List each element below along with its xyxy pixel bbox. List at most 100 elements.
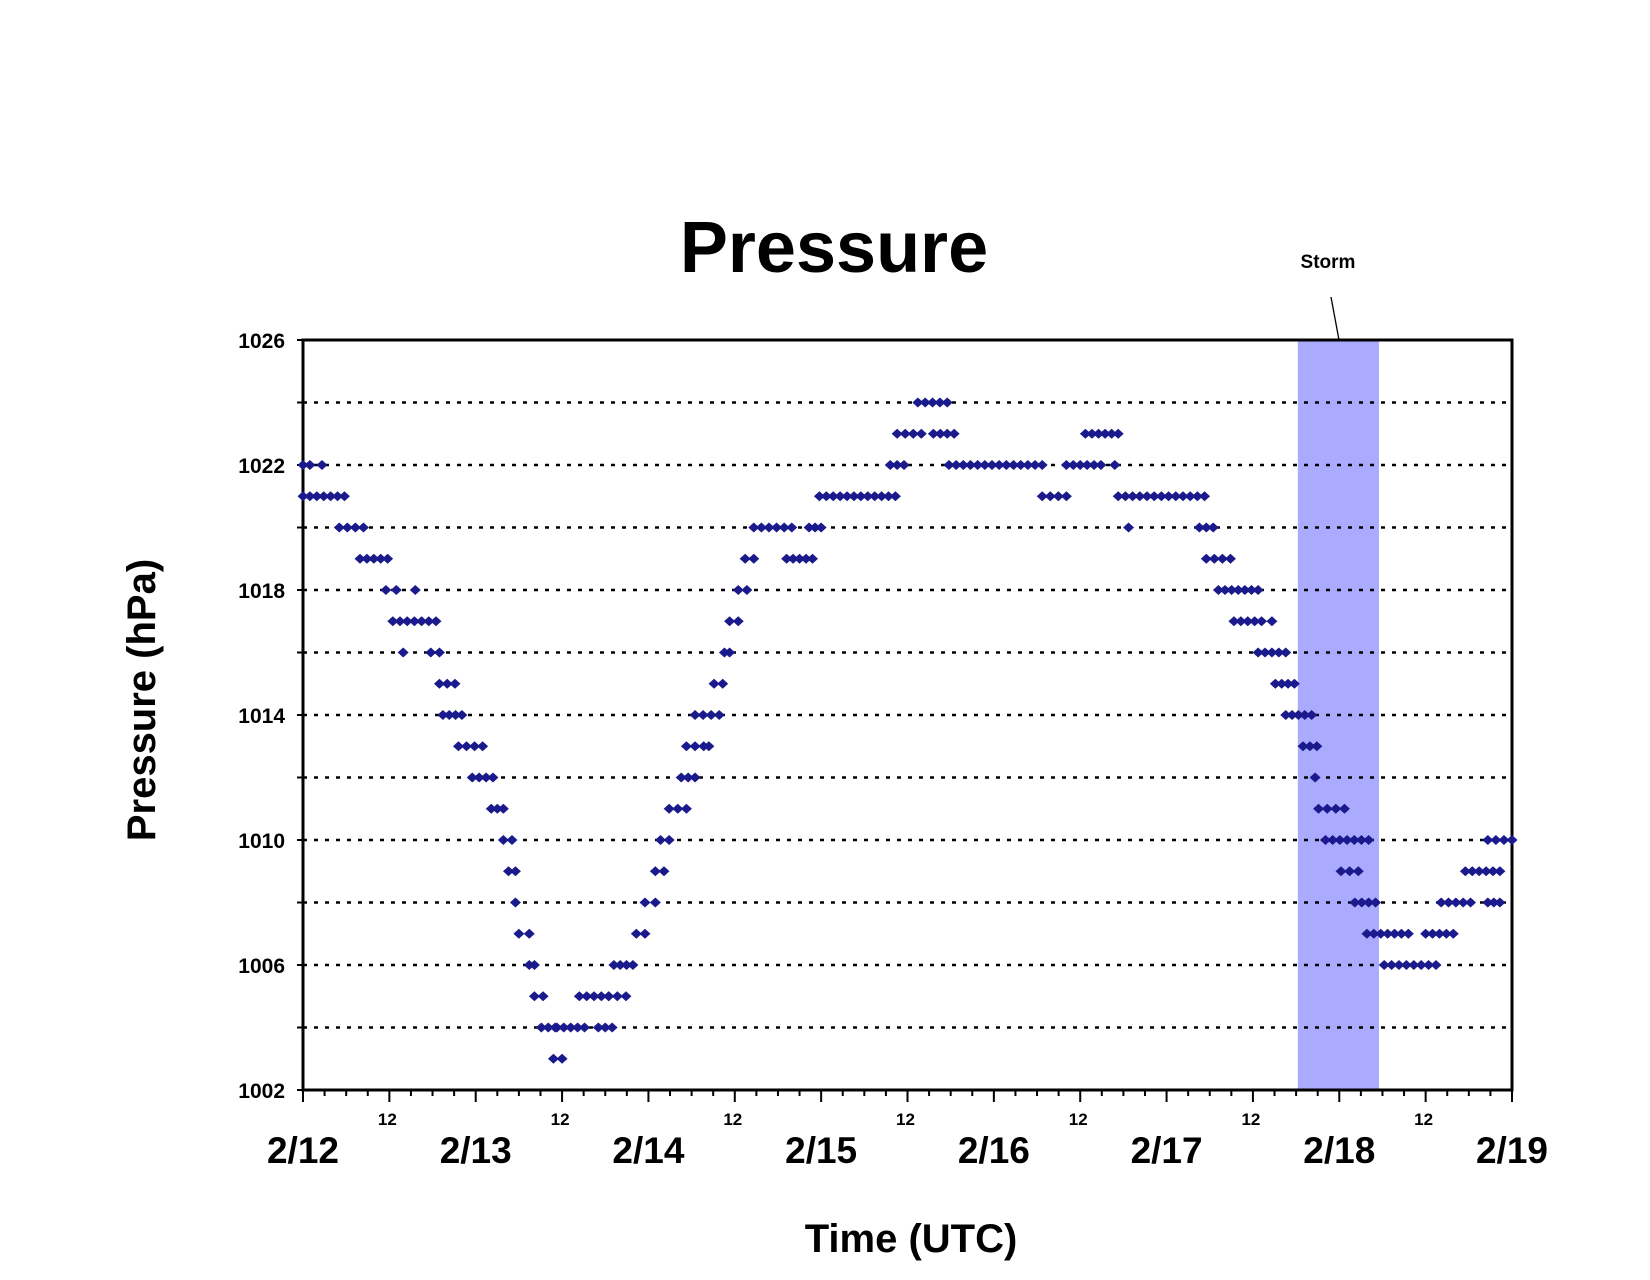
data-point xyxy=(1008,460,1020,470)
data-point xyxy=(1335,866,1347,877)
data-point xyxy=(1148,491,1160,502)
data-point xyxy=(430,616,442,627)
data-point xyxy=(1239,585,1251,595)
data-point xyxy=(380,585,392,595)
data-point xyxy=(608,960,620,970)
data-point xyxy=(1368,928,1380,939)
data-point xyxy=(1378,960,1390,970)
data-point xyxy=(972,460,984,470)
data-point xyxy=(705,710,717,720)
data-point xyxy=(397,647,409,658)
data-point xyxy=(297,491,309,502)
y-ticks: 1026 1022 1018 1014 1010 1006 1002 xyxy=(238,330,303,1103)
data-point xyxy=(1487,866,1499,877)
data-point xyxy=(883,491,895,502)
data-point xyxy=(1207,522,1219,533)
data-point xyxy=(1402,928,1414,939)
data-point xyxy=(915,428,927,439)
data-points xyxy=(297,397,1518,1064)
data-point xyxy=(1199,491,1211,502)
data-point xyxy=(1313,803,1325,814)
data-point xyxy=(1093,428,1105,439)
data-point xyxy=(889,491,901,502)
y-tick-label-1: 1022 xyxy=(238,455,285,478)
data-point xyxy=(1252,647,1264,658)
data-point xyxy=(1044,491,1056,502)
data-point xyxy=(1022,460,1034,470)
data-point xyxy=(927,397,939,408)
data-point xyxy=(1459,866,1471,877)
data-point xyxy=(1141,491,1153,502)
data-point xyxy=(1280,647,1292,658)
data-point xyxy=(354,553,366,564)
data-point xyxy=(809,522,821,533)
data-point xyxy=(1433,928,1445,939)
data-point xyxy=(1466,866,1478,877)
data-point xyxy=(1184,491,1196,502)
data-point xyxy=(592,1022,604,1033)
y-tick-label-6: 1002 xyxy=(238,1080,285,1103)
data-point xyxy=(649,866,661,877)
data-point xyxy=(763,522,775,533)
data-point xyxy=(1235,616,1247,627)
data-point xyxy=(1119,491,1131,502)
data-point xyxy=(311,491,323,502)
data-point xyxy=(689,741,701,752)
data-point xyxy=(1242,616,1254,627)
x-hour-label-5: 12 xyxy=(1241,1110,1260,1129)
data-point xyxy=(572,1022,584,1033)
data-point xyxy=(297,460,309,470)
data-point xyxy=(957,460,969,470)
data-point xyxy=(606,1022,618,1033)
x-date-label-3: 2/15 xyxy=(785,1130,857,1171)
data-point xyxy=(1015,460,1027,470)
data-point xyxy=(304,491,316,502)
data-point xyxy=(599,1022,611,1033)
data-point xyxy=(357,522,369,533)
data-point xyxy=(1506,835,1518,845)
data-point xyxy=(778,522,790,533)
data-point xyxy=(1067,460,1079,470)
data-point xyxy=(361,553,373,564)
data-point xyxy=(630,928,642,939)
data-point xyxy=(1393,960,1405,970)
data-point xyxy=(1382,928,1394,939)
data-point xyxy=(1170,491,1182,502)
data-point xyxy=(697,710,709,720)
data-point xyxy=(815,522,827,533)
data-point xyxy=(1266,616,1278,627)
data-point xyxy=(551,1022,563,1033)
data-point xyxy=(620,991,632,1002)
data-point xyxy=(535,1022,547,1033)
data-point xyxy=(907,428,919,439)
data-point xyxy=(509,866,521,877)
data-point xyxy=(1081,460,1093,470)
data-point xyxy=(807,553,819,564)
data-point xyxy=(441,678,453,689)
data-point xyxy=(1256,616,1268,627)
data-point xyxy=(547,1053,559,1064)
data-point xyxy=(1163,491,1175,502)
data-point xyxy=(655,835,667,845)
data-point xyxy=(1349,897,1361,908)
data-point xyxy=(1282,678,1294,689)
data-point xyxy=(820,491,832,502)
data-point xyxy=(663,803,675,814)
data-point xyxy=(713,710,725,720)
data-point xyxy=(333,522,345,533)
data-point xyxy=(1286,710,1298,720)
data-point xyxy=(1423,960,1435,970)
data-point xyxy=(1352,866,1364,877)
data-point xyxy=(732,585,744,595)
data-point xyxy=(1280,710,1292,720)
data-point xyxy=(1245,585,1257,595)
data-point xyxy=(338,491,350,502)
data-point xyxy=(1304,741,1316,752)
data-point xyxy=(1036,491,1048,502)
y-tick-label-4: 1010 xyxy=(238,830,285,853)
x-ticks: 2/12 2/13 2/14 2/15 2/16 2/17 2/18 2/19 12 12 12 12… xyxy=(267,1090,1548,1171)
data-point xyxy=(639,897,651,908)
data-point xyxy=(466,772,478,783)
data-point xyxy=(1106,428,1118,439)
data-point xyxy=(579,1022,591,1033)
